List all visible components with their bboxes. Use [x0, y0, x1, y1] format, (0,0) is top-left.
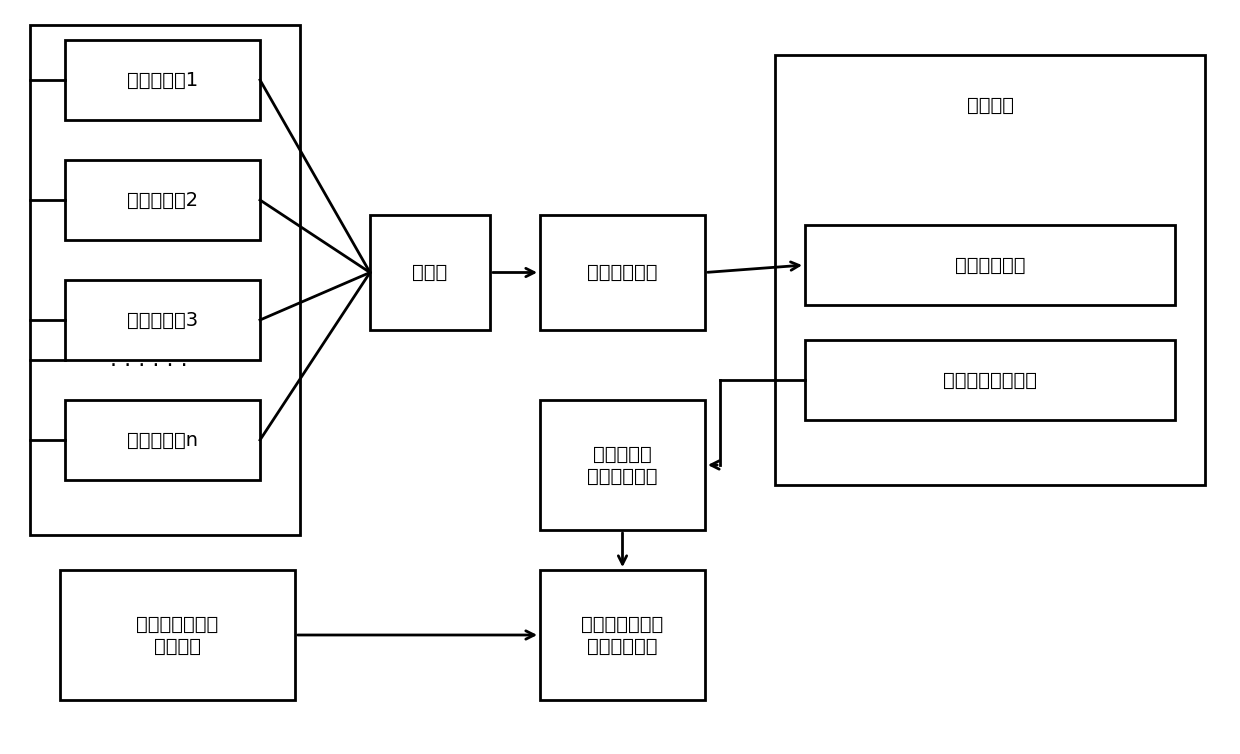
Bar [539, 215, 706, 330]
Text: 脉冲激光器2: 脉冲激光器2 [126, 191, 198, 210]
Text: 脉冲激光器n: 脉冲激光器n [126, 431, 198, 449]
Bar [64, 160, 260, 240]
Text: 成像探头: 成像探头 [966, 96, 1013, 115]
Text: 超声电信号
接收处理模块: 超声电信号 接收处理模块 [588, 445, 657, 486]
Bar [805, 340, 1176, 420]
Bar [539, 400, 706, 530]
Text: 合束器: 合束器 [413, 263, 448, 282]
Bar [370, 215, 490, 330]
Text: 激光聚焦部件: 激光聚焦部件 [955, 256, 1025, 274]
Bar [30, 25, 300, 535]
Bar [60, 570, 295, 700]
Bar [64, 400, 260, 480]
Text: 触发及同步信号
发生装置: 触发及同步信号 发生装置 [136, 615, 218, 655]
Text: 脉冲激光器3: 脉冲激光器3 [126, 311, 198, 329]
Text: 超声接收转换部件: 超声接收转换部件 [942, 370, 1037, 390]
Text: 激光耦合模块: 激光耦合模块 [588, 263, 657, 282]
Bar [64, 280, 260, 360]
Bar [775, 55, 1205, 485]
Text: . . . . . .: . . . . . . [110, 350, 187, 370]
Text: 数据采集和图像
重建显示模块: 数据采集和图像 重建显示模块 [582, 615, 663, 655]
Text: 脉冲激光器1: 脉冲激光器1 [126, 71, 198, 90]
Bar [64, 40, 260, 120]
Bar [539, 570, 706, 700]
Bar [805, 225, 1176, 305]
